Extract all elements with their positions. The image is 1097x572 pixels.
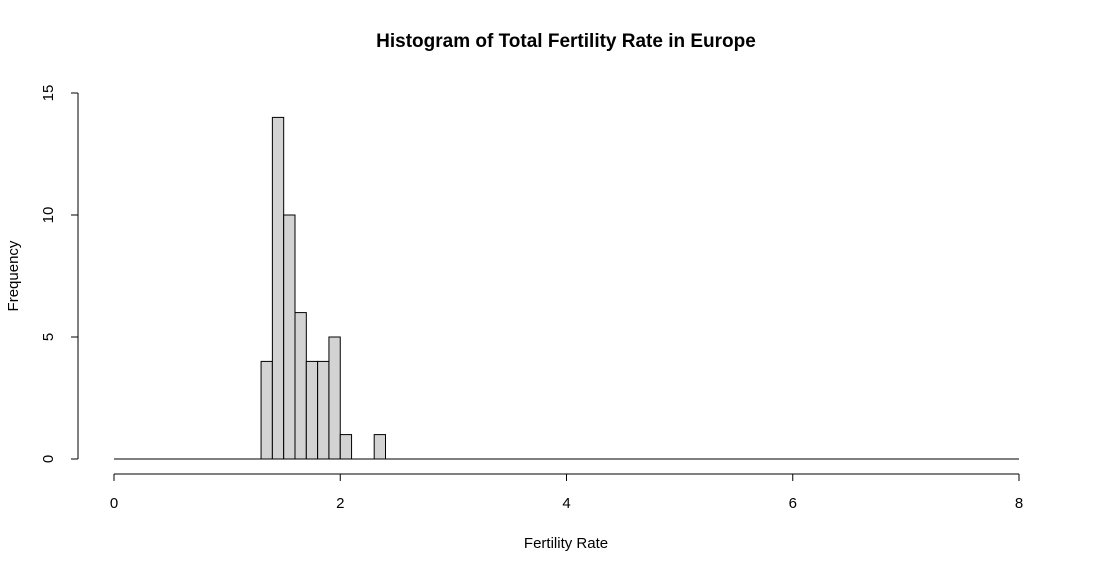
histogram-bar <box>317 360 330 460</box>
histogram-bar <box>294 312 307 460</box>
histogram-bar <box>260 360 273 460</box>
y-tick-label: 0 <box>40 455 57 463</box>
x-tick-label: 4 <box>562 495 570 512</box>
y-axis-label: Frequency <box>5 240 22 311</box>
chart-title: Histogram of Total Fertility Rate in Eur… <box>376 31 756 52</box>
x-tick-label: 0 <box>110 495 118 512</box>
histogram-bar <box>271 116 285 460</box>
x-axis: 0 2 4 6 8 <box>110 473 1023 512</box>
histogram-bars <box>114 116 1019 460</box>
histogram-bar <box>305 360 319 460</box>
y-axis: 0 5 10 15 <box>40 85 79 463</box>
x-tick-label: 2 <box>336 495 344 512</box>
histogram-bar <box>283 214 296 460</box>
y-tick-label: 10 <box>40 207 57 224</box>
histogram-bar <box>328 336 341 460</box>
x-tick-label: 8 <box>1015 495 1023 512</box>
histogram-bar <box>373 434 386 460</box>
histogram-bar <box>339 434 353 460</box>
x-axis-label: Fertility Rate <box>524 535 608 552</box>
x-tick-label: 6 <box>789 495 797 512</box>
y-tick-label: 15 <box>40 85 57 102</box>
y-tick-label: 5 <box>40 333 57 341</box>
